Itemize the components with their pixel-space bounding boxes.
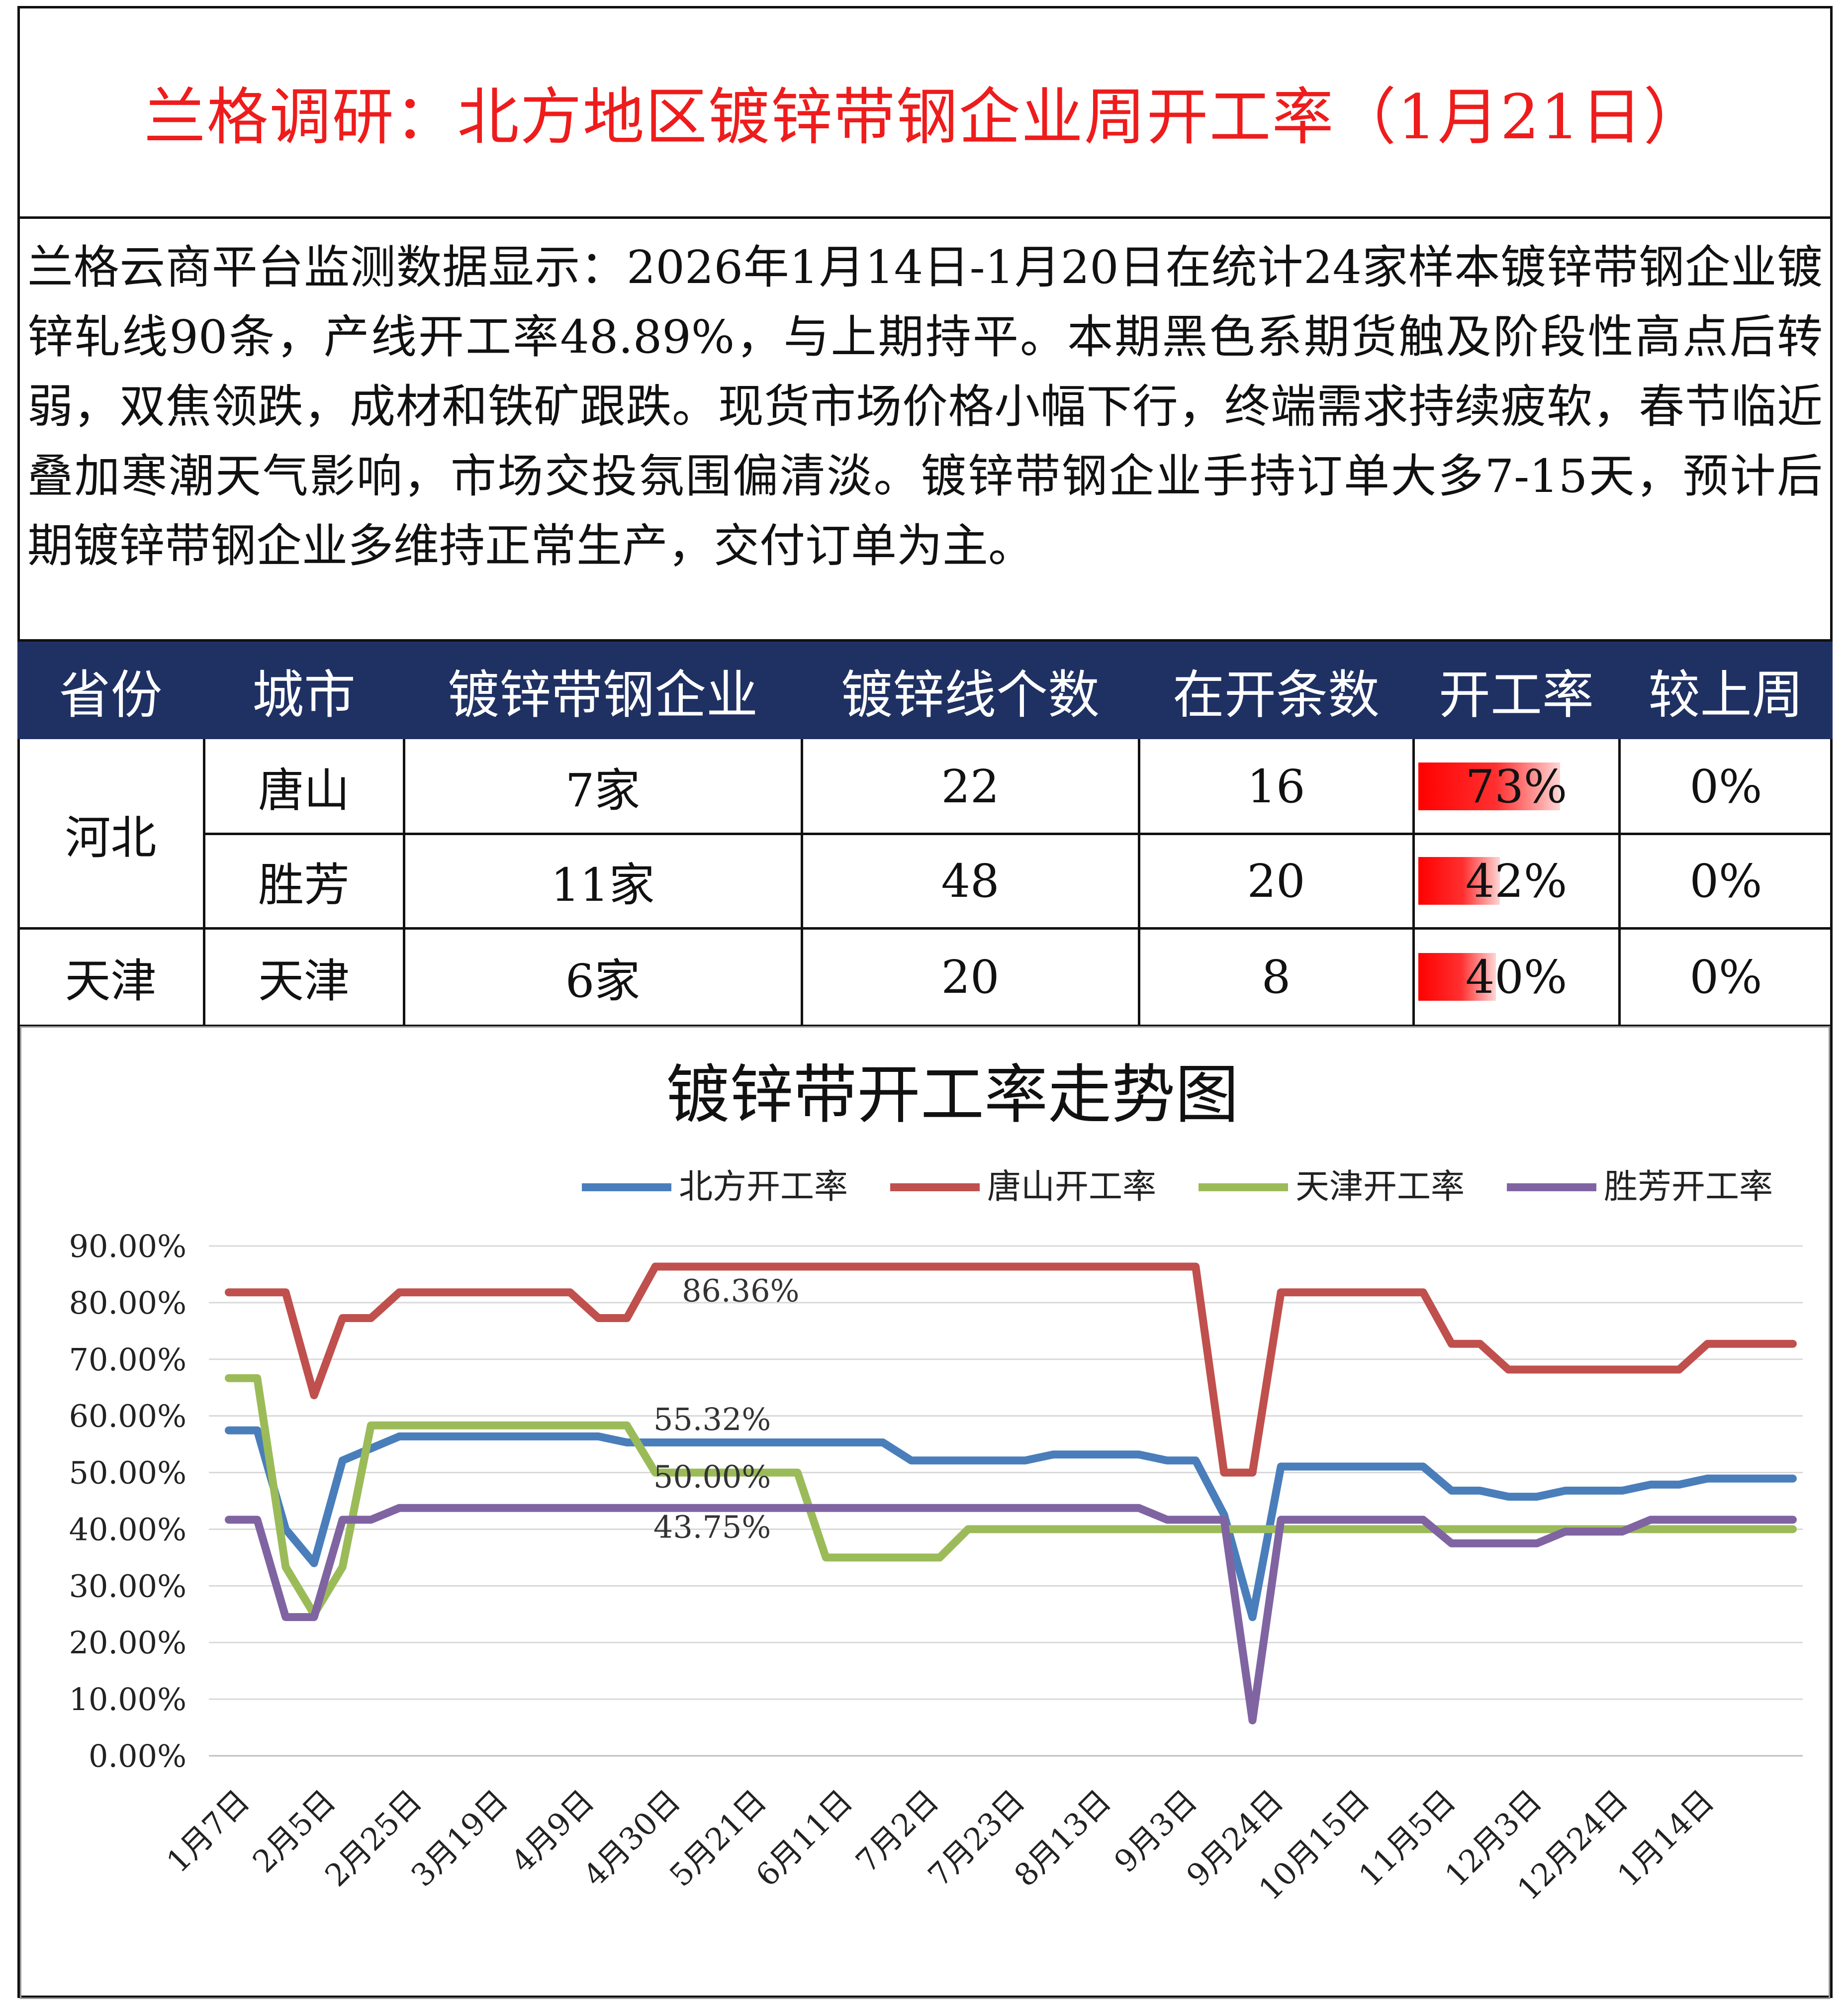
header-running: 在开条数 [1172,664,1380,725]
table-line [1618,739,1621,1026]
y-tick-label: 0.00% [89,1738,186,1774]
header-companies: 镀锌带钢企业 [447,664,758,725]
data-label: 43.75% [653,1509,771,1545]
header-province: 省份 [59,664,163,725]
chart-grid [209,1245,1803,1757]
title-bar: 兰格调研：北方地区镀锌带钢企业周开工率（1月21日） [17,6,1833,219]
y-tick-label: 10.00% [69,1681,186,1718]
table-cell-rate: 40% [1465,951,1568,1004]
legend-label: 唐山开工率 [987,1167,1156,1207]
table-cell-rate: 42% [1465,854,1568,908]
rate-data-bar [1418,763,1560,810]
table-cell-running: 8 [1261,951,1291,1004]
table-header-row [17,641,1833,739]
table-line [403,739,405,1026]
table-cell-lines: 20 [941,951,1000,1004]
x-tick-label: 5月21日 [662,1783,773,1894]
table-line [204,833,1833,835]
table-cell-companies: 6家 [565,954,641,1008]
table-cell-change: 0% [1689,760,1762,813]
table-cell-lines: 22 [941,760,1000,813]
summary-paragraph: 兰格云商平台监测数据显示：2026年1月14日-1月20日在统计24家样本镀锌带… [27,241,1823,573]
legend-label: 北方开工率 [679,1167,848,1207]
series-line [225,1426,1797,1622]
data-label: 50.00% [653,1459,771,1495]
province-hebei: 河北 [65,811,157,864]
x-axis: 1月7日2月5日2月25日3月19日4月9日4月30日5月21日6月11日7月2… [160,1783,1721,1908]
table-cell-change: 0% [1689,951,1762,1004]
x-tick-label: 2月25日 [318,1783,429,1894]
x-tick-label: 3月19日 [404,1783,515,1894]
table-line [203,739,205,1026]
y-tick-label: 20.00% [69,1624,186,1661]
table-cell-city: 天津 [258,954,350,1008]
table-line [17,739,20,1026]
utilization-table: 省份 城市 镀锌带钢企业 镀锌线个数 在开条数 开工率 较上周 河北 天津 唐山… [17,639,1833,1027]
province-tianjin: 天津 [65,954,157,1008]
x-tick-label: 11月5日 [1352,1783,1463,1894]
y-axis: 0.00% 10.00% 20.00% 30.00% 40.00% 50.00% 60.00… [69,1228,186,1774]
x-tick-label: 4月30日 [576,1783,687,1894]
rate-data-bar [1418,857,1500,905]
chart-series [225,1262,1797,1724]
table-line [17,639,1833,642]
table-cell-lines: 48 [941,854,1000,908]
chart-annotations: 86.36% 55.32% 50.00% 43.75% [653,1272,800,1545]
header-lines: 镀锌线个数 [840,664,1100,725]
table-cell-running: 20 [1247,854,1305,908]
y-tick-label: 30.00% [69,1568,186,1604]
header-city: 城市 [252,664,356,725]
table-cell-rate: 73% [1465,760,1568,813]
y-tick-label: 90.00% [69,1228,186,1264]
x-tick-label: 1月14日 [1610,1783,1721,1894]
table-cell-city: 胜芳 [258,858,350,912]
legend-label: 胜芳开工率 [1604,1167,1773,1207]
trend-chart: 镀锌带开工率走势图 北方开工率 唐山开工率 天津开工率 胜芳开工率 0.00% 10.0… [22,1027,1828,1997]
trend-chart-svg: 镀锌带开工率走势图 北方开工率 唐山开工率 天津开工率 胜芳开工率 0.00% 10.0… [69,1058,1803,1908]
table-line [801,739,803,1026]
series-line [225,1262,1797,1477]
table-cell-change: 0% [1689,854,1762,908]
chart-title: 镀锌带开工率走势图 [666,1058,1239,1132]
x-tick-label: 1月7日 [160,1783,257,1880]
y-tick-label: 60.00% [69,1398,186,1434]
y-tick-label: 40.00% [69,1511,186,1547]
chart-border [20,1026,1830,1999]
table-line [17,927,1833,930]
rate-data-bar [1418,953,1496,1001]
y-tick-label: 70.00% [69,1341,186,1378]
page-title: 兰格调研：北方地区镀锌带钢企业周开工率（1月21日） [144,81,1706,153]
legend-label: 天津开工率 [1295,1167,1465,1207]
x-tick-label: 6月11日 [748,1783,859,1894]
y-tick-label: 50.00% [69,1455,186,1491]
table-line [1830,739,1833,1026]
table-cell-companies: 11家 [551,858,655,912]
header-change: 较上周 [1648,664,1804,725]
table-cell-companies: 7家 [565,763,641,817]
x-tick-label: 7月23日 [921,1783,1032,1894]
x-tick-label: 8月13日 [1007,1783,1118,1894]
data-label: 86.36% [682,1272,799,1309]
data-label: 55.32% [653,1401,771,1437]
table-line [1138,739,1140,1026]
table-line [17,1025,1833,1027]
table-line [1412,739,1415,1026]
header-rate: 开工率 [1438,664,1594,725]
chart-legend: 北方开工率 唐山开工率 天津开工率 胜芳开工率 [582,1167,1773,1207]
series-line [225,1374,1797,1619]
table-cell-city: 唐山 [258,763,350,817]
series-line [225,1504,1797,1724]
table-cell-running: 16 [1247,760,1305,813]
y-tick-label: 80.00% [69,1285,186,1321]
